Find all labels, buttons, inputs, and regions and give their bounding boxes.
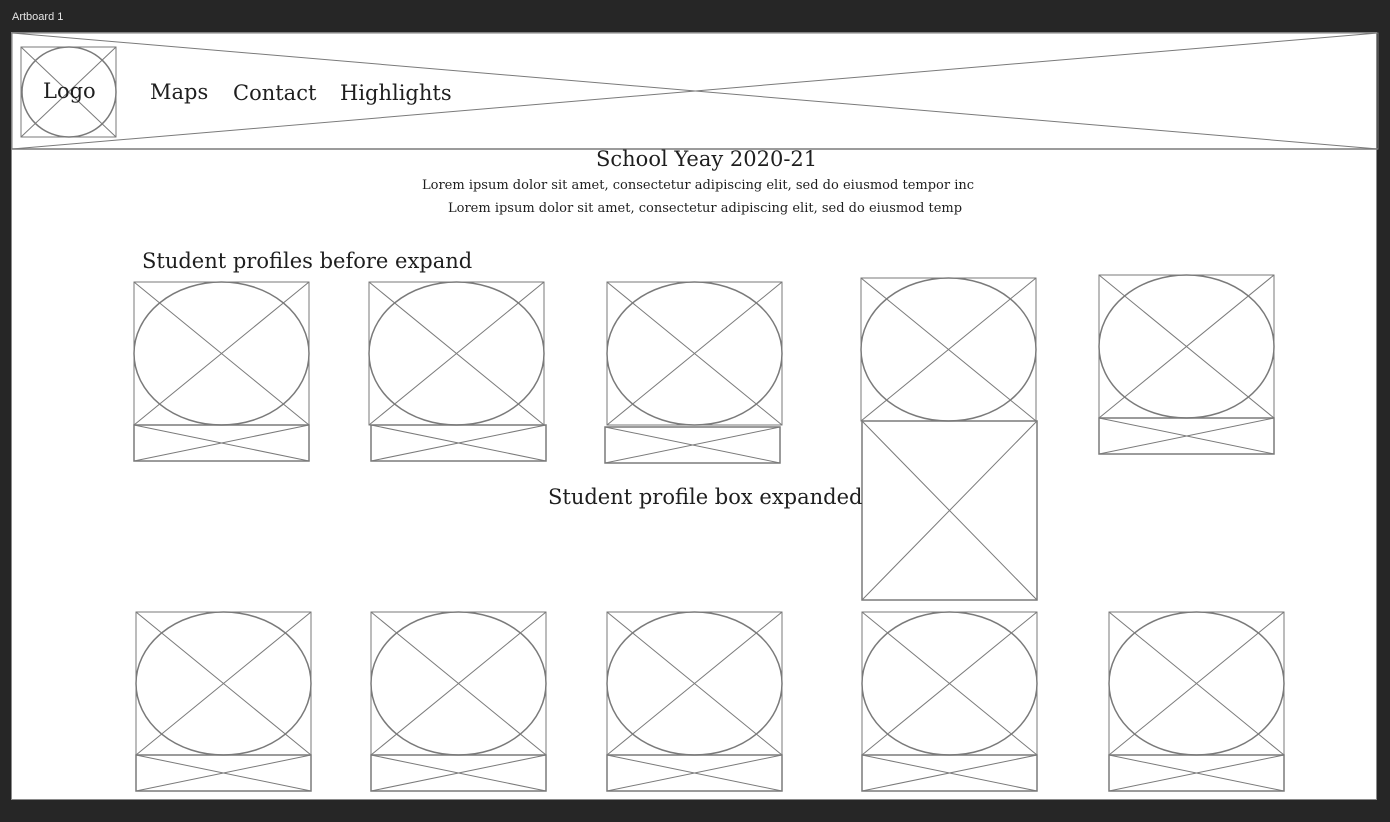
header-banner-placeholder bbox=[11, 32, 1379, 150]
student-profile-card[interactable] bbox=[607, 612, 782, 791]
profile-card-row2-3 bbox=[606, 611, 783, 792]
student-profile-card[interactable] bbox=[136, 612, 311, 791]
profile-card-expanded bbox=[860, 277, 1038, 601]
profile-card-row2-4 bbox=[861, 611, 1038, 792]
nav-item-contact[interactable]: Contact bbox=[233, 81, 317, 105]
profile-card-row1-5 bbox=[1098, 274, 1275, 455]
student-profile-card[interactable] bbox=[605, 282, 782, 463]
profile-card-row1-3 bbox=[604, 281, 783, 464]
intro-text-line-1: Lorem ipsum dolor sit amet, consectetur … bbox=[422, 178, 975, 193]
student-profile-card[interactable] bbox=[1099, 275, 1274, 454]
logo-text[interactable]: Logo bbox=[43, 79, 96, 103]
page-title: School Yeay 2020-21 bbox=[596, 147, 818, 171]
intro-text-line-2: Lorem ipsum dolor sit amet, consectetur … bbox=[448, 201, 963, 216]
artboard: Logo Maps Contact Highlights School Yeay… bbox=[11, 32, 1379, 800]
student-profile-card[interactable] bbox=[1109, 612, 1284, 791]
nav-item-maps[interactable]: Maps bbox=[150, 80, 209, 104]
student-profile-card[interactable] bbox=[371, 612, 546, 791]
profile-card-row1-1 bbox=[133, 281, 310, 462]
profile-card-row2-5 bbox=[1108, 611, 1285, 792]
wireframe-shapes bbox=[11, 32, 1379, 792]
student-profile-card[interactable] bbox=[862, 612, 1037, 791]
profile-card-row2-1 bbox=[135, 611, 312, 792]
logo-placeholder bbox=[20, 46, 117, 138]
student-profile-card-expanded[interactable] bbox=[861, 278, 1037, 600]
profile-card-row2-2 bbox=[370, 611, 547, 792]
annotation-profiles-before-expand: Student profiles before expand bbox=[142, 249, 473, 273]
profile-card-row1-2 bbox=[368, 281, 547, 462]
student-profile-card[interactable] bbox=[134, 282, 309, 461]
nav-item-highlights[interactable]: Highlights bbox=[340, 81, 452, 105]
annotation-profile-expanded: Student profile box expanded bbox=[548, 485, 863, 509]
artboard-label: Artboard 1 bbox=[12, 11, 64, 23]
student-profile-card[interactable] bbox=[369, 282, 546, 461]
